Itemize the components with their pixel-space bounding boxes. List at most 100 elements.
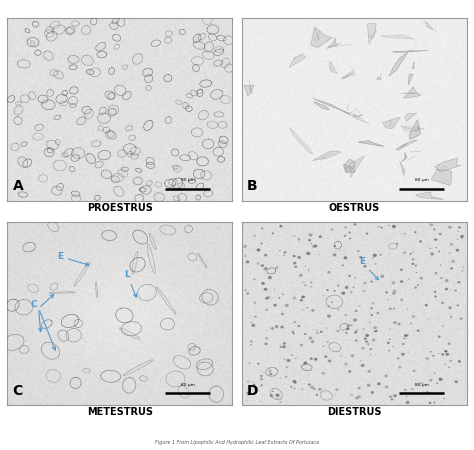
Circle shape (438, 353, 439, 354)
Circle shape (292, 297, 296, 300)
Circle shape (406, 334, 409, 336)
Polygon shape (344, 111, 369, 124)
Circle shape (344, 363, 348, 365)
Circle shape (269, 370, 271, 372)
Circle shape (370, 280, 373, 283)
Polygon shape (310, 27, 332, 48)
Circle shape (449, 308, 451, 309)
Circle shape (392, 346, 393, 347)
Circle shape (450, 243, 454, 246)
Ellipse shape (208, 25, 218, 34)
Ellipse shape (21, 142, 27, 146)
Circle shape (367, 343, 369, 345)
Circle shape (250, 344, 252, 346)
Circle shape (263, 268, 266, 270)
Circle shape (348, 370, 351, 373)
Circle shape (280, 326, 284, 328)
Circle shape (290, 386, 292, 387)
Circle shape (371, 391, 374, 394)
Circle shape (265, 337, 268, 339)
Ellipse shape (98, 126, 103, 130)
Circle shape (425, 304, 428, 307)
Polygon shape (313, 102, 329, 110)
Circle shape (298, 238, 300, 240)
Circle shape (337, 309, 339, 310)
Circle shape (292, 255, 296, 257)
Ellipse shape (72, 148, 84, 158)
Circle shape (304, 361, 307, 364)
Circle shape (348, 274, 351, 277)
Circle shape (254, 279, 255, 280)
Circle shape (326, 327, 328, 329)
Circle shape (387, 299, 389, 301)
Polygon shape (381, 35, 414, 39)
Circle shape (310, 243, 312, 244)
Circle shape (299, 274, 303, 277)
Circle shape (344, 226, 347, 229)
Text: 80 μm: 80 μm (415, 178, 428, 182)
Circle shape (392, 281, 395, 284)
Polygon shape (412, 62, 415, 69)
Ellipse shape (27, 38, 38, 46)
Ellipse shape (109, 68, 114, 74)
Ellipse shape (126, 126, 132, 130)
Circle shape (309, 337, 312, 339)
Circle shape (275, 266, 278, 269)
Circle shape (350, 291, 353, 293)
Circle shape (413, 370, 416, 372)
Circle shape (445, 350, 447, 352)
Ellipse shape (141, 186, 151, 194)
Ellipse shape (174, 166, 181, 172)
Ellipse shape (54, 72, 63, 78)
Circle shape (310, 286, 312, 288)
Ellipse shape (68, 56, 79, 63)
Circle shape (249, 363, 250, 364)
Ellipse shape (165, 180, 175, 187)
Ellipse shape (133, 54, 142, 64)
Circle shape (264, 267, 267, 270)
Circle shape (334, 245, 336, 247)
Ellipse shape (218, 157, 224, 162)
Circle shape (293, 321, 296, 323)
Circle shape (355, 310, 357, 312)
Circle shape (456, 249, 459, 252)
Text: 80 μm: 80 μm (415, 383, 428, 387)
Circle shape (365, 340, 368, 343)
Circle shape (434, 373, 436, 374)
Circle shape (299, 240, 300, 242)
Ellipse shape (221, 58, 229, 67)
Circle shape (449, 252, 451, 254)
Circle shape (293, 380, 296, 382)
Ellipse shape (33, 22, 38, 27)
Ellipse shape (92, 141, 100, 147)
Circle shape (434, 291, 437, 293)
Text: L: L (124, 270, 137, 297)
Circle shape (450, 267, 453, 270)
Ellipse shape (201, 80, 211, 87)
Polygon shape (313, 151, 341, 161)
Circle shape (344, 256, 347, 259)
Ellipse shape (219, 141, 226, 147)
Circle shape (264, 288, 268, 291)
Circle shape (298, 325, 300, 327)
Polygon shape (340, 69, 355, 79)
Circle shape (245, 255, 247, 257)
Circle shape (310, 340, 314, 343)
Text: PROESTRUS: PROESTRUS (87, 203, 153, 213)
Circle shape (301, 296, 303, 297)
Circle shape (265, 309, 268, 311)
Circle shape (361, 364, 365, 367)
Circle shape (359, 256, 362, 259)
Circle shape (376, 312, 379, 314)
Circle shape (357, 395, 361, 398)
Circle shape (252, 382, 254, 383)
Circle shape (435, 272, 438, 274)
Circle shape (280, 346, 283, 348)
Circle shape (347, 324, 350, 327)
Ellipse shape (129, 135, 135, 140)
Circle shape (431, 379, 433, 380)
Circle shape (331, 301, 333, 303)
Circle shape (428, 402, 431, 404)
Text: A: A (13, 179, 24, 193)
Circle shape (389, 307, 392, 310)
